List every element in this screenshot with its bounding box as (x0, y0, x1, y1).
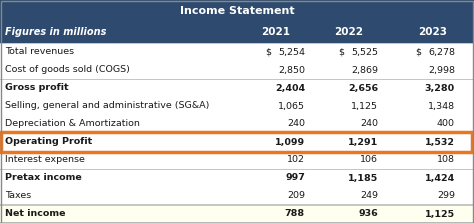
Text: 2021: 2021 (261, 27, 290, 37)
Text: 997: 997 (285, 173, 305, 182)
Text: Depreciation & Amortization: Depreciation & Amortization (5, 120, 140, 128)
Text: $: $ (415, 47, 421, 56)
Text: 299: 299 (437, 192, 455, 200)
Text: 936: 936 (358, 209, 378, 219)
Text: 6,278: 6,278 (428, 47, 455, 56)
Text: 5,254: 5,254 (278, 47, 305, 56)
Text: Selling, general and administrative (SG&A): Selling, general and administrative (SG&… (5, 101, 210, 111)
Text: Interest expense: Interest expense (5, 155, 85, 165)
Bar (0, 169, 474, 187)
Text: 1,348: 1,348 (428, 101, 455, 111)
Bar (0, 21, 474, 43)
Text: Figures in millions: Figures in millions (5, 27, 106, 37)
Bar (0, 187, 474, 205)
Text: 2023: 2023 (418, 27, 447, 37)
Text: Income Statement: Income Statement (180, 6, 294, 16)
Text: 5,525: 5,525 (351, 47, 378, 56)
Text: $: $ (265, 47, 271, 56)
Text: 1,099: 1,099 (275, 138, 305, 147)
Text: 2,998: 2,998 (428, 66, 455, 74)
Text: Taxes: Taxes (5, 192, 31, 200)
Text: 2,656: 2,656 (348, 83, 378, 93)
Text: Gross profit: Gross profit (5, 83, 69, 93)
Text: 1,125: 1,125 (425, 209, 455, 219)
Text: 108: 108 (437, 155, 455, 165)
Bar (0, 0, 474, 21)
Text: 2,404: 2,404 (275, 83, 305, 93)
Text: 2022: 2022 (334, 27, 363, 37)
Bar (0, 205, 474, 223)
Text: 2,869: 2,869 (351, 66, 378, 74)
Text: Pretax income: Pretax income (5, 173, 82, 182)
Text: 106: 106 (360, 155, 378, 165)
Text: 3,280: 3,280 (425, 83, 455, 93)
Bar (0, 133, 474, 151)
Text: 1,065: 1,065 (278, 101, 305, 111)
Text: 400: 400 (437, 120, 455, 128)
Text: Net income: Net income (5, 209, 65, 219)
Bar (0, 61, 474, 79)
Bar (0, 115, 474, 133)
Text: 788: 788 (285, 209, 305, 219)
Bar (0, 43, 474, 61)
Text: 209: 209 (287, 192, 305, 200)
Text: 240: 240 (287, 120, 305, 128)
Text: 2,850: 2,850 (278, 66, 305, 74)
Text: Total revenues: Total revenues (5, 47, 74, 56)
Text: 1,424: 1,424 (425, 173, 455, 182)
Text: 1,125: 1,125 (351, 101, 378, 111)
Text: $: $ (338, 47, 344, 56)
Text: Operating Profit: Operating Profit (5, 138, 92, 147)
Text: Cost of goods sold (COGS): Cost of goods sold (COGS) (5, 66, 130, 74)
Text: 1,532: 1,532 (425, 138, 455, 147)
Bar (0, 151, 474, 169)
Text: 249: 249 (360, 192, 378, 200)
Text: 1,291: 1,291 (348, 138, 378, 147)
Text: 1,185: 1,185 (348, 173, 378, 182)
Bar (0, 97, 474, 115)
Text: 102: 102 (287, 155, 305, 165)
Text: 240: 240 (360, 120, 378, 128)
Bar (0, 79, 474, 97)
